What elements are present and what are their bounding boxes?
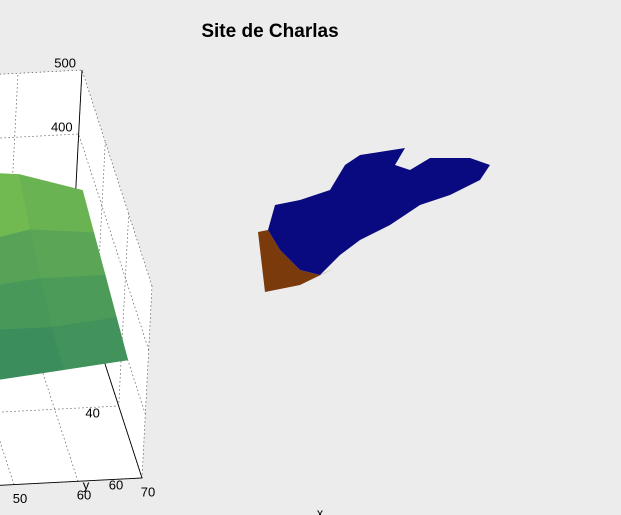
- blue-region: [268, 148, 490, 275]
- z-tick-label: 500: [54, 55, 76, 70]
- chart-title: Site de Charlas: [201, 21, 338, 42]
- x-tick-label: 50: [13, 491, 27, 506]
- x-axis-label: x: [317, 505, 324, 515]
- lake-overlay: [258, 148, 490, 292]
- y-tick-label: 40: [85, 405, 99, 420]
- x-tick-label: 70: [141, 484, 155, 499]
- z-tick-label: 400: [51, 119, 73, 134]
- y-axis-label: y: [83, 477, 90, 492]
- surface-patch: [52, 318, 128, 370]
- chart: Site de Charlas 010203040506070020406020…: [0, 0, 621, 515]
- surface-patch: [30, 230, 105, 279]
